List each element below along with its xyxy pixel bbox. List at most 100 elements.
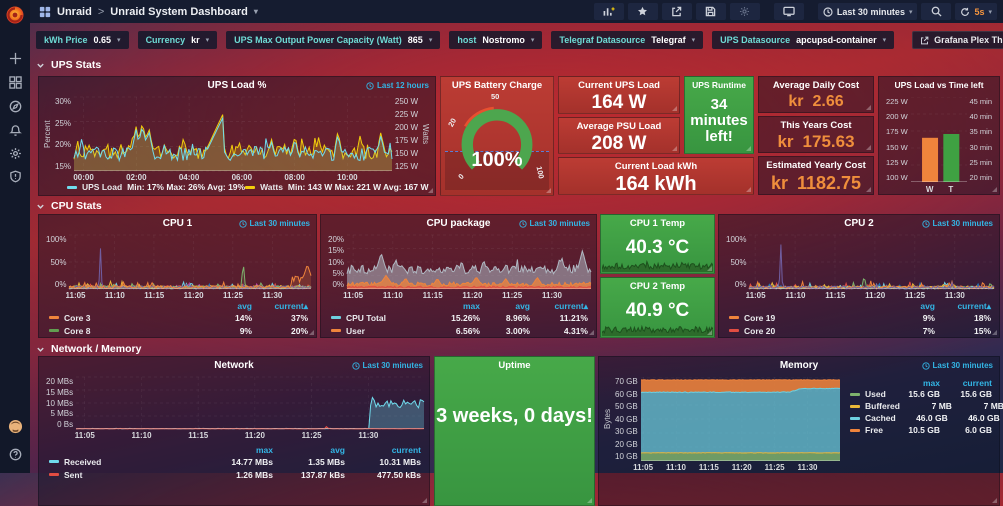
variable-kwh-price[interactable]: kWh Price 0.65 ▾ xyxy=(36,31,129,49)
variable-host[interactable]: host Nostromo ▾ xyxy=(449,31,543,49)
panel-title[interactable]: UPS Load % xyxy=(207,80,267,91)
series-name[interactable]: Cached xyxy=(850,413,896,423)
alerting-icon[interactable] xyxy=(0,120,30,140)
y-axis-left: 225 W 200 W 175 W 150 W 125 W 100 W xyxy=(883,97,911,182)
share-button[interactable] xyxy=(661,3,692,20)
navbar-actions: Last 30 minutes ▾ 5s ▾ xyxy=(593,3,1003,20)
panel-cpu1-temp: CPU 1 Temp 40.3 °C xyxy=(600,214,715,274)
dashboards-icon[interactable] xyxy=(0,72,30,92)
series-name[interactable]: Watts xyxy=(260,182,283,192)
row-header-cpu-stats[interactable]: CPU Stats xyxy=(36,200,102,212)
panel-title[interactable]: Uptime xyxy=(498,360,531,371)
axis-tick: 11:30 xyxy=(797,463,818,472)
time-range-picker[interactable]: Last 30 minutes ▾ xyxy=(817,3,918,20)
panel-this-years-cost: This Years Cost kr 175.63 xyxy=(758,116,874,153)
panel-time-range[interactable]: Last 30 minutes xyxy=(921,361,993,370)
graph-network[interactable]: 11:05 11:10 11:15 11:20 11:25 11:30 xyxy=(75,376,425,440)
explore-icon[interactable] xyxy=(0,96,30,116)
breadcrumb-title[interactable]: Unraid System Dashboard xyxy=(110,5,248,18)
graph-cpu2[interactable]: 11:05 11:10 11:15 11:20 11:25 11:30 xyxy=(746,234,995,300)
panel-time-range[interactable]: Last 30 minutes xyxy=(518,219,590,228)
row-header-network-memory[interactable]: Network / Memory xyxy=(36,343,141,355)
panel-title[interactable]: Memory xyxy=(779,360,819,371)
panel-title[interactable]: Estimated Yearly Cost xyxy=(766,160,866,171)
axis-tick: 100% xyxy=(46,235,67,244)
configuration-icon[interactable] xyxy=(0,143,30,163)
refresh-button[interactable]: 5s ▾ xyxy=(955,3,997,20)
graph-ups-bar[interactable]: W T xyxy=(910,97,967,194)
save-button[interactable] xyxy=(695,3,726,20)
variable-ups-datasource[interactable]: UPS Datasource apcupsd-container ▾ xyxy=(712,31,895,49)
refresh-icon xyxy=(961,7,970,16)
panel-time-range[interactable]: Last 30 minutes xyxy=(921,219,993,228)
series-name[interactable]: Used xyxy=(850,389,888,399)
axis-tick: 11:30 xyxy=(944,291,965,300)
help-icon[interactable] xyxy=(0,444,30,464)
dashboard-link-plex-theme[interactable]: Grafana Plex Theme xyxy=(912,31,1003,49)
axis-tick: 11:15 xyxy=(698,463,719,472)
axis-tick: 00:00 xyxy=(73,173,94,182)
axis-tick: 11:15 xyxy=(825,291,846,300)
panel-title[interactable]: Current Load kWh xyxy=(614,161,698,172)
series-name[interactable]: Core 20 xyxy=(729,326,883,336)
chevron-down-icon[interactable]: ▾ xyxy=(253,7,258,16)
panel-title[interactable]: CPU 1 Temp xyxy=(629,218,686,229)
series-name[interactable]: Core 3 xyxy=(49,313,200,323)
row-header-ups-stats[interactable]: UPS Stats xyxy=(36,59,101,71)
axis-tick: 08:00 xyxy=(284,173,305,182)
axis-tick: 250 W xyxy=(394,97,418,106)
variable-telegraf-datasource[interactable]: Telegraf Datasource Telegraf ▾ xyxy=(551,31,704,49)
star-button[interactable] xyxy=(627,3,658,20)
panel-title[interactable]: Average PSU Load xyxy=(576,121,662,132)
series-name[interactable]: UPS Load xyxy=(82,182,123,192)
graph-cpu-package[interactable]: 11:05 11:10 11:15 11:20 11:25 11:30 xyxy=(343,234,592,300)
avatar[interactable] xyxy=(0,416,30,436)
panel-time-range[interactable]: Last 12 hours xyxy=(366,81,429,90)
y-axis-left: 20 MBs 15 MBs 10 MBs 5 MBs 0 Bs xyxy=(43,377,76,429)
breadcrumb-folder[interactable]: Unraid xyxy=(57,5,92,18)
panel-title[interactable]: UPS Load vs Time left xyxy=(894,80,984,90)
series-name[interactable]: Core 8 xyxy=(49,326,200,336)
settings-button[interactable] xyxy=(729,3,760,20)
series-name[interactable]: Buffered xyxy=(850,401,900,411)
graph-ups-load[interactable]: 00:00 02:00 04:00 06:00 08:00 10:00 xyxy=(73,96,393,182)
panel-title[interactable]: This Years Cost xyxy=(780,120,852,131)
panel-time-range[interactable]: Last 30 minutes xyxy=(351,361,423,370)
axis-tick: 50 GB xyxy=(615,402,638,411)
chevron-down-icon: ▾ xyxy=(205,37,210,44)
axis-tick: 11:10 xyxy=(382,291,403,300)
series-name[interactable]: Sent xyxy=(49,470,197,480)
series-name[interactable]: User xyxy=(331,326,422,336)
panel-title[interactable]: UPS Runtime xyxy=(692,80,746,90)
axis-tick: 0 Bs xyxy=(57,420,74,429)
graph-memory[interactable]: 11:05 11:10 11:15 11:20 11:25 11:30 xyxy=(633,377,840,472)
panel-title[interactable]: CPU 2 xyxy=(844,218,874,229)
panel-cpu2-temp: CPU 2 Temp 40.9 °C xyxy=(600,277,715,338)
variable-currency[interactable]: Currency kr ▾ xyxy=(137,31,218,49)
panel-title[interactable]: UPS Battery Charge xyxy=(451,80,543,91)
panel-title[interactable]: Average Daily Cost xyxy=(772,80,860,91)
panel-title[interactable]: CPU package xyxy=(426,218,491,229)
add-panel-button[interactable] xyxy=(593,3,624,20)
grafana-logo[interactable] xyxy=(3,3,27,27)
series-name[interactable]: Core 19 xyxy=(729,313,883,323)
panel-title[interactable]: Network xyxy=(214,360,254,371)
series-name[interactable]: CPU Total xyxy=(331,313,422,323)
tv-mode-button[interactable] xyxy=(773,3,804,20)
series-name[interactable]: Received xyxy=(49,457,197,467)
axis-tick: 0% xyxy=(54,280,67,289)
chevron-down-icon: ▾ xyxy=(691,37,696,44)
variable-ups-max-output[interactable]: UPS Max Output Power Capacity (Watt) 865 ▾ xyxy=(226,31,441,49)
variable-label: UPS Max Output Power Capacity (Watt) xyxy=(234,35,402,45)
zoom-out-button[interactable] xyxy=(921,3,952,20)
refresh-interval-label[interactable]: 5s xyxy=(974,6,985,17)
panel-title[interactable]: CPU 1 xyxy=(162,218,193,229)
add-icon[interactable] xyxy=(0,48,30,68)
server-admin-icon[interactable] xyxy=(0,166,30,186)
graph-cpu1[interactable]: 11:05 11:10 11:15 11:20 11:25 11:30 xyxy=(65,234,312,300)
axis-tick: 225 W xyxy=(394,110,418,119)
panel-time-range[interactable]: Last 30 minutes xyxy=(238,219,310,228)
panel-title[interactable]: Current UPS Load xyxy=(578,80,660,91)
panel-title[interactable]: CPU 2 Temp xyxy=(629,281,686,292)
series-name[interactable]: Free xyxy=(850,425,888,435)
